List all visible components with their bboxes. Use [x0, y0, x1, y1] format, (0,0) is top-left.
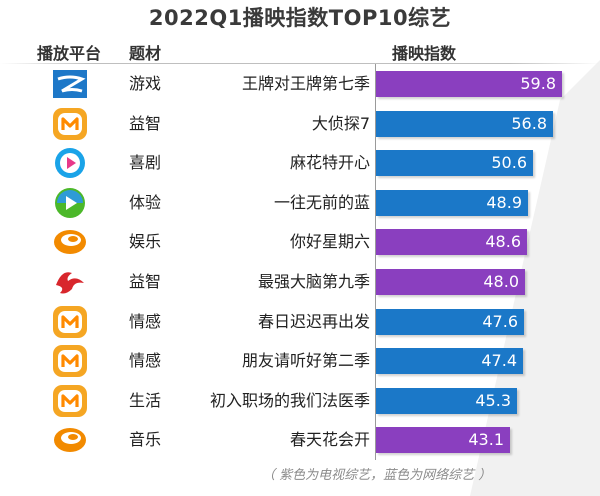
genre-label: 益智	[129, 113, 162, 133]
hunan-tv-logo-icon	[52, 423, 88, 457]
header-divider	[0, 63, 600, 64]
bar	[376, 387, 517, 414]
bar-value-label: 50.6	[491, 153, 527, 173]
bar-value-label: 59.8	[520, 74, 556, 93]
genre-column-header: 题材	[129, 44, 162, 63]
chart-title: 2022Q1播映指数TOP10综艺	[148, 6, 452, 30]
zhejiang-tv-logo-icon	[52, 67, 88, 101]
show-name-label: 朋友请听好第二季	[241, 351, 370, 371]
genre-label: 游戏	[129, 74, 162, 93]
show-name-label: 大侦探7	[311, 113, 370, 133]
bar	[376, 150, 533, 177]
show-name-label: 麻花特开心	[289, 153, 370, 173]
show-name-label: 王牌对王牌第七季	[241, 74, 370, 93]
show-name-label: 你好星期六	[289, 232, 370, 252]
show-name-label: 春天花会开	[289, 430, 370, 450]
bar-value-label: 48.9	[486, 192, 522, 212]
dragon-tv-logo-icon	[52, 265, 88, 299]
show-name-label: 初入职场的我们法医季	[209, 390, 370, 410]
youku-logo-icon	[52, 146, 88, 180]
bar-value-label: 45.3	[475, 390, 511, 410]
genre-label: 娱乐	[129, 232, 162, 252]
show-name-label: 一往无前的蓝	[273, 192, 370, 212]
bar	[376, 189, 528, 216]
legend-note: （ 紫色为电视综艺，蓝色为网络综艺 ）	[262, 468, 492, 483]
bar-value-label: 48.6	[485, 232, 521, 252]
bar	[376, 308, 524, 335]
index-column-header: 播映指数	[392, 44, 457, 63]
mango-tv-logo-icon	[52, 344, 88, 378]
bar-value-label: 56.8	[511, 113, 547, 133]
bar	[376, 348, 523, 375]
genre-label: 生活	[129, 390, 162, 410]
bar-value-label: 47.6	[482, 311, 518, 331]
bar	[376, 110, 553, 137]
platform-column-header: 播放平台	[37, 44, 102, 63]
bar-axis-line	[375, 64, 376, 460]
genre-label: 情感	[129, 351, 162, 371]
bar	[376, 427, 510, 454]
show-name-label: 春日迟迟再出发	[257, 311, 370, 331]
bar	[376, 269, 525, 295]
bar-value-label: 43.1	[468, 430, 504, 450]
iqiyi-logo-icon	[52, 186, 88, 220]
genre-label: 情感	[129, 311, 162, 331]
bar	[376, 71, 562, 97]
genre-label: 体验	[129, 192, 162, 212]
hunan-tv-logo-icon	[52, 225, 88, 259]
genre-label: 音乐	[129, 430, 162, 450]
bar	[376, 229, 527, 256]
bar-value-label: 48.0	[483, 272, 519, 291]
mango-tv-logo-icon	[52, 384, 88, 418]
genre-label: 益智	[129, 272, 162, 291]
genre-label: 喜剧	[129, 153, 162, 173]
bar-value-label: 47.4	[481, 351, 517, 371]
mango-tv-logo-icon	[52, 107, 88, 141]
show-name-label: 最强大脑第九季	[257, 272, 370, 291]
mango-tv-logo-icon	[52, 305, 88, 339]
